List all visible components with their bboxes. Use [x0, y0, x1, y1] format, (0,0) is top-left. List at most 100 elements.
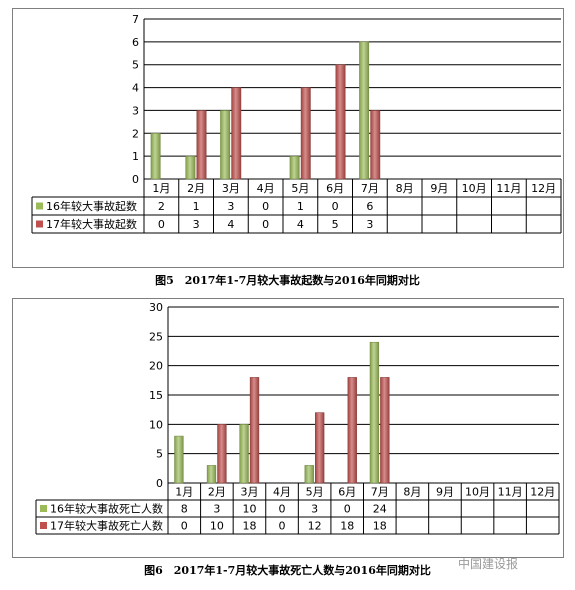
data-label: 1 [297, 200, 304, 213]
x-tick-label: 11月 [496, 182, 521, 195]
x-tick-label: 3月 [222, 182, 240, 195]
x-tick-label: 8月 [396, 182, 414, 195]
y-tick-label: 4 [132, 82, 139, 95]
data-label: 3 [366, 218, 373, 231]
y-tick-label: 30 [149, 301, 163, 314]
x-tick-label: 9月 [436, 486, 454, 499]
data-label: 0 [262, 200, 269, 213]
data-label: 4 [297, 218, 304, 231]
x-tick-label: 7月 [371, 486, 389, 499]
x-tick-label: 4月 [257, 182, 275, 195]
y-tick-label: 7 [132, 13, 139, 26]
bar [369, 341, 380, 484]
bar [206, 465, 217, 484]
data-label: 12 [308, 520, 322, 533]
x-tick-label: 6月 [326, 182, 344, 195]
bar [380, 377, 390, 484]
x-tick-label: 6月 [338, 486, 356, 499]
x-tick-label: 4月 [273, 486, 291, 499]
x-tick-label: 7月 [361, 182, 379, 195]
x-tick-label: 5月 [306, 486, 324, 499]
bar [315, 412, 325, 484]
x-tick-label: 3月 [240, 486, 258, 499]
chart-panel-2: 0 5 10 15 20 25 30 1月 2月 3月 4月 5月 6月 7月 8月 9月 10月 11月 12月 1… [12, 298, 564, 558]
x-tick-label: 1月 [152, 182, 170, 195]
data-label: 0 [344, 503, 351, 516]
bar [239, 424, 249, 484]
x-tick-label: 2月 [187, 182, 205, 195]
data-label: 18 [340, 520, 354, 533]
bar [220, 110, 231, 180]
bar [335, 64, 346, 180]
chart-1-caption: 图5 2017年1-7月较大事故起数与2016年同期对比 [155, 274, 420, 287]
x-tick-label: 8月 [403, 486, 421, 499]
data-label: 10 [242, 503, 256, 516]
data-label: 0 [262, 218, 269, 231]
data-label: 3 [213, 503, 220, 516]
bar [289, 155, 300, 180]
x-tick-label: 11月 [498, 486, 523, 499]
legend-label: 17年较大事故起数 [46, 217, 137, 231]
data-label: 18 [242, 520, 256, 533]
y-tick-label: 25 [149, 330, 163, 343]
y-tick-label: 1 [132, 150, 139, 163]
bar [174, 435, 184, 484]
y-tick-label: 15 [149, 389, 163, 402]
y-tick-label: 10 [149, 418, 163, 431]
chart-panel-1: 0 1 2 3 4 5 6 7 1月 2月 3月 4月 5月 6月 7月 8月 9月 10月 11月 12月 16年较大… [12, 8, 564, 268]
legend-swatch [40, 505, 47, 512]
data-label: 18 [373, 520, 387, 533]
x-tick-label: 2月 [208, 486, 226, 499]
data-label: 5 [332, 218, 339, 231]
bar [185, 155, 196, 180]
data-label: 24 [373, 503, 387, 516]
y-tick-label: 0 [132, 173, 139, 186]
legend-swatch [36, 202, 43, 210]
legend-label: 16年较大事故起数 [46, 199, 137, 213]
data-label: 3 [311, 503, 318, 516]
chart-1: 0 1 2 3 4 5 6 7 1月 2月 3月 4月 5月 6月 7月 8月 9月 10月 11月 12月 16年较大… [31, 13, 562, 234]
bar [370, 110, 381, 180]
data-label: 4 [227, 218, 234, 231]
data-label: 3 [193, 218, 200, 231]
data-label: 6 [366, 200, 373, 213]
legend-swatch [40, 522, 47, 529]
bar [150, 133, 161, 180]
bar [304, 465, 314, 484]
data-label: 0 [279, 503, 286, 516]
data-label: 0 [332, 200, 339, 213]
data-label: 0 [279, 520, 286, 533]
x-tick-label: 5月 [291, 182, 309, 195]
x-tick-label: 9月 [430, 182, 448, 195]
x-tick-label: 10月 [462, 182, 487, 195]
chart-2-caption: 图6 2017年1-7月较大事故死亡人数与2016年同期对比 [144, 564, 431, 577]
bar [359, 41, 370, 180]
y-tick-label: 0 [156, 477, 163, 490]
bar [231, 87, 242, 180]
legend-label: 17年较大事故死亡人数 [50, 519, 163, 533]
data-label: 0 [158, 218, 165, 231]
data-label: 2 [158, 200, 165, 213]
data-label: 0 [181, 520, 188, 533]
bar [347, 377, 357, 484]
x-tick-label: 10月 [465, 486, 490, 499]
bar [217, 424, 227, 484]
legend-swatch [36, 220, 43, 228]
x-tick-label: 1月 [175, 486, 193, 499]
watermark: 中国建设报 [458, 557, 519, 571]
y-tick-label: 3 [132, 104, 139, 117]
bar [300, 87, 311, 180]
legend-label: 16年较大事故死亡人数 [50, 502, 163, 516]
data-label: 1 [193, 200, 200, 213]
bar [196, 110, 207, 180]
y-tick-label: 2 [132, 127, 139, 140]
data-label: 8 [181, 503, 188, 516]
data-label: 10 [210, 520, 224, 533]
y-tick-label: 5 [156, 448, 163, 461]
data-label: 3 [227, 200, 234, 213]
x-tick-label: 12月 [531, 182, 556, 195]
bar [249, 377, 260, 484]
y-tick-label: 20 [149, 360, 163, 373]
y-tick-label: 5 [132, 59, 139, 72]
